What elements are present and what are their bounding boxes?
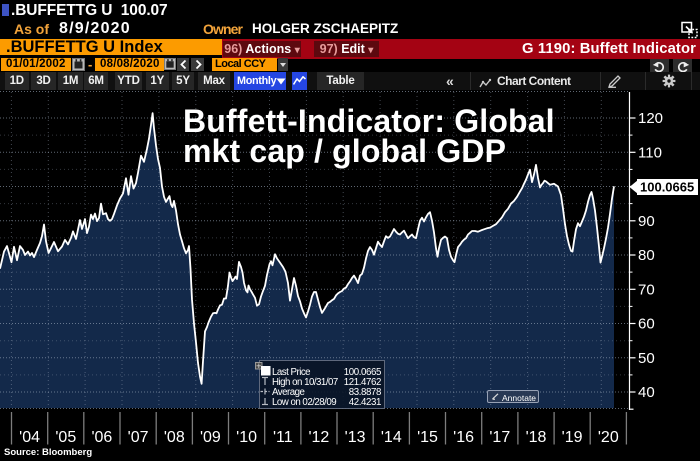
svg-text:50: 50 — [638, 350, 655, 367]
svg-text:'16: '16 — [453, 429, 474, 446]
svg-text:'05: '05 — [55, 429, 76, 446]
svg-text:90: 90 — [638, 213, 655, 230]
svg-text:'07: '07 — [128, 429, 149, 446]
svg-text:'17: '17 — [489, 429, 510, 446]
svg-text:60: 60 — [638, 316, 655, 333]
svg-text:'13: '13 — [345, 429, 366, 446]
svg-text:'12: '12 — [308, 429, 329, 446]
svg-text:'06: '06 — [91, 429, 112, 446]
svg-text:'14: '14 — [381, 429, 402, 446]
svg-text:'20: '20 — [598, 429, 619, 446]
svg-text:'08: '08 — [164, 429, 185, 446]
svg-text:120: 120 — [638, 110, 663, 127]
svg-text:110: 110 — [638, 144, 662, 161]
svg-text:'19: '19 — [562, 429, 583, 446]
svg-text:'10: '10 — [236, 429, 257, 446]
svg-text:'04: '04 — [19, 429, 40, 446]
svg-text:'11: '11 — [273, 429, 293, 446]
svg-text:40: 40 — [638, 384, 655, 401]
svg-text:'09: '09 — [200, 429, 221, 446]
svg-text:70: 70 — [638, 281, 655, 298]
svg-text:80: 80 — [638, 247, 655, 264]
svg-text:'18: '18 — [526, 429, 547, 446]
svg-text:'15: '15 — [417, 429, 438, 446]
svg-text:100.0665: 100.0665 — [640, 180, 694, 195]
